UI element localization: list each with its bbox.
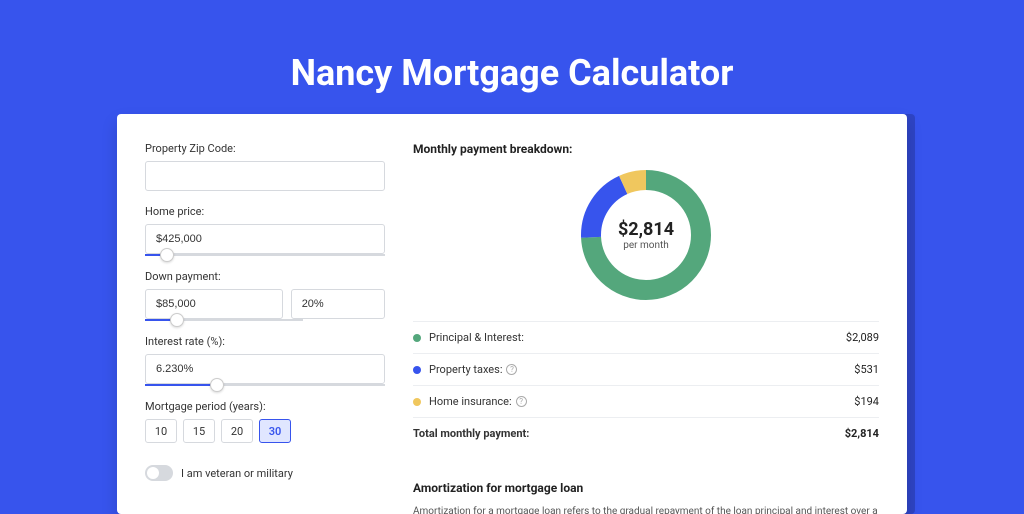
- legend-dot: [413, 398, 421, 406]
- legend-row: Home insurance: ?$194: [413, 386, 879, 418]
- veteran-toggle-label: I am veteran or military: [181, 467, 293, 480]
- zip-field-group: Property Zip Code:: [145, 142, 385, 191]
- interest-rate-slider[interactable]: [145, 384, 385, 386]
- slider-thumb[interactable]: [170, 313, 184, 327]
- breakdown-column: Monthly payment breakdown: $2,814 per mo…: [413, 142, 879, 514]
- veteran-toggle-row: I am veteran or military: [145, 465, 385, 481]
- inputs-column: Property Zip Code: Home price: Down paym…: [145, 142, 385, 514]
- amortization-title: Amortization for mortgage loan: [413, 481, 879, 495]
- legend-dot: [413, 334, 421, 342]
- donut-chart-wrap: $2,814 per month: [413, 170, 879, 300]
- down-payment-percent-input[interactable]: [291, 289, 385, 319]
- home-price-slider[interactable]: [145, 254, 385, 256]
- slider-thumb[interactable]: [160, 248, 174, 262]
- legend-row: Property taxes: ?$531: [413, 354, 879, 386]
- legend-total-value: $2,814: [845, 427, 879, 440]
- mortgage-period-label: Mortgage period (years):: [145, 400, 385, 413]
- mortgage-period-field-group: Mortgage period (years): 10152030: [145, 400, 385, 443]
- breakdown-title: Monthly payment breakdown:: [413, 142, 879, 156]
- period-option-30[interactable]: 30: [259, 419, 291, 443]
- legend-value: $194: [854, 395, 879, 408]
- down-payment-field-group: Down payment:: [145, 270, 385, 321]
- down-payment-label: Down payment:: [145, 270, 385, 283]
- down-payment-input[interactable]: [145, 289, 283, 319]
- home-price-input[interactable]: [145, 224, 385, 254]
- amortization-section: Amortization for mortgage loan Amortizat…: [413, 467, 879, 514]
- donut-center: $2,814 per month: [581, 170, 711, 300]
- home-price-field-group: Home price:: [145, 205, 385, 256]
- legend-value: $531: [854, 363, 879, 376]
- period-option-20[interactable]: 20: [221, 419, 253, 443]
- home-price-label: Home price:: [145, 205, 385, 218]
- legend-total-label: Total monthly payment:: [413, 427, 845, 440]
- legend-total-row: Total monthly payment:$2,814: [413, 418, 879, 449]
- period-option-15[interactable]: 15: [183, 419, 215, 443]
- zip-label: Property Zip Code:: [145, 142, 385, 155]
- interest-rate-input[interactable]: [145, 354, 385, 384]
- period-options: 10152030: [145, 419, 385, 443]
- donut-sub: per month: [623, 240, 669, 251]
- legend-label: Principal & Interest:: [429, 331, 846, 344]
- legend-label: Property taxes: ?: [429, 363, 854, 376]
- veteran-toggle[interactable]: [145, 465, 173, 481]
- interest-rate-label: Interest rate (%):: [145, 335, 385, 348]
- info-icon[interactable]: ?: [516, 396, 527, 407]
- legend-dot: [413, 366, 421, 374]
- donut-chart: $2,814 per month: [581, 170, 711, 300]
- page-title: Nancy Mortgage Calculator: [0, 0, 1024, 114]
- legend-value: $2,089: [846, 331, 879, 344]
- donut-amount: $2,814: [618, 219, 674, 240]
- down-payment-slider[interactable]: [145, 319, 303, 321]
- calculator-card: Property Zip Code: Home price: Down paym…: [117, 114, 907, 514]
- zip-input[interactable]: [145, 161, 385, 191]
- info-icon[interactable]: ?: [506, 364, 517, 375]
- interest-rate-field-group: Interest rate (%):: [145, 335, 385, 386]
- slider-thumb[interactable]: [210, 378, 224, 392]
- amortization-text: Amortization for a mortgage loan refers …: [413, 505, 879, 514]
- legend-label: Home insurance: ?: [429, 395, 854, 408]
- legend-row: Principal & Interest:$2,089: [413, 321, 879, 354]
- period-option-10[interactable]: 10: [145, 419, 177, 443]
- breakdown-legend: Principal & Interest:$2,089Property taxe…: [413, 320, 879, 449]
